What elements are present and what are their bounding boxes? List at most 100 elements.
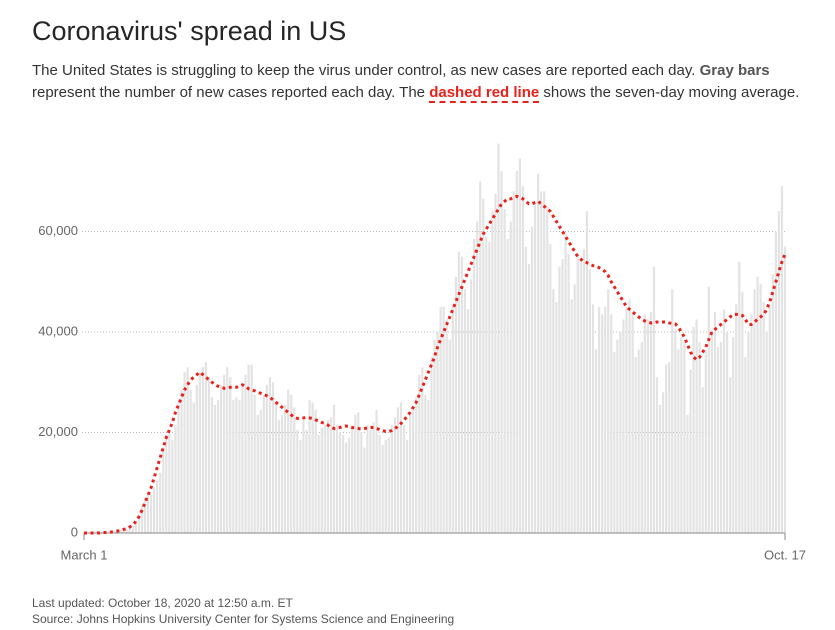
bar	[201, 367, 204, 533]
bar	[701, 387, 704, 533]
bar	[576, 254, 579, 534]
bar	[378, 435, 381, 533]
bar	[274, 402, 278, 533]
bar	[597, 306, 601, 533]
bar	[323, 424, 326, 533]
bar	[707, 286, 710, 533]
bar	[552, 289, 555, 533]
bar	[229, 377, 232, 533]
bar	[427, 399, 430, 533]
bar	[131, 525, 134, 533]
bar	[293, 407, 296, 533]
bar	[195, 384, 198, 533]
bar	[719, 342, 723, 533]
bar	[476, 221, 479, 533]
x-tick-label: March 1	[61, 547, 108, 562]
bar	[223, 374, 226, 533]
bar	[530, 226, 534, 533]
bar	[725, 332, 729, 533]
bar	[488, 241, 491, 534]
bar	[162, 447, 165, 533]
bar	[311, 402, 314, 533]
bar	[192, 402, 195, 533]
bar	[512, 191, 515, 534]
bar	[689, 369, 692, 533]
bar	[625, 306, 628, 533]
bar	[537, 173, 540, 533]
bar	[357, 412, 360, 533]
bar	[628, 299, 631, 533]
bar	[683, 342, 686, 533]
bar	[442, 306, 445, 533]
bar	[271, 382, 275, 533]
bar	[655, 377, 659, 533]
bar	[533, 203, 537, 534]
bar	[616, 339, 619, 533]
bar	[768, 306, 771, 533]
bar	[341, 435, 345, 533]
bar	[469, 279, 473, 533]
bar	[424, 394, 427, 533]
bar	[631, 311, 634, 533]
bar	[759, 284, 762, 533]
y-tick-label: 40,000	[38, 323, 78, 338]
subtitle-text: represent the number of new cases report…	[32, 83, 430, 101]
bar	[207, 377, 211, 533]
bar	[735, 304, 738, 533]
bar	[250, 364, 253, 533]
bar	[235, 397, 238, 533]
x-tick-label: Oct. 17	[764, 547, 806, 562]
bar	[762, 301, 765, 533]
subtitle-bold: Gray bars	[699, 62, 770, 79]
bar	[454, 276, 457, 533]
bar	[381, 445, 384, 533]
bar	[439, 306, 442, 533]
bar	[503, 208, 506, 533]
bar	[695, 319, 698, 533]
bar	[149, 494, 153, 533]
bar	[409, 414, 412, 533]
bar	[244, 374, 247, 533]
bar	[558, 266, 561, 533]
bar	[692, 326, 695, 533]
bar	[555, 301, 558, 533]
bar	[363, 447, 366, 533]
bar	[256, 414, 259, 533]
bar	[485, 236, 488, 533]
bar	[265, 384, 268, 533]
bar	[284, 404, 287, 533]
bar	[412, 409, 415, 533]
bar	[637, 349, 640, 533]
bar	[134, 520, 137, 533]
bar	[765, 332, 768, 533]
bar	[122, 529, 125, 533]
bar	[360, 432, 363, 533]
bar	[287, 389, 290, 533]
bar	[543, 191, 546, 534]
bar	[253, 394, 256, 533]
bar	[153, 487, 156, 533]
bar	[180, 389, 183, 533]
bar	[168, 433, 171, 533]
bar	[146, 493, 150, 533]
bar	[573, 284, 576, 533]
bar	[457, 251, 460, 533]
bar	[668, 362, 671, 533]
bar	[463, 289, 467, 533]
bar	[387, 437, 390, 533]
bar	[399, 402, 403, 533]
bar	[591, 304, 595, 533]
bar	[430, 357, 433, 533]
bar	[567, 254, 570, 534]
bar	[433, 339, 436, 533]
bar	[277, 419, 281, 533]
bar	[500, 171, 503, 533]
bar	[317, 435, 320, 533]
bar	[281, 414, 284, 533]
bar	[546, 206, 549, 533]
bar	[671, 289, 674, 533]
bar	[640, 342, 643, 533]
bar	[771, 274, 774, 533]
bar	[183, 372, 186, 533]
bar	[241, 384, 244, 533]
